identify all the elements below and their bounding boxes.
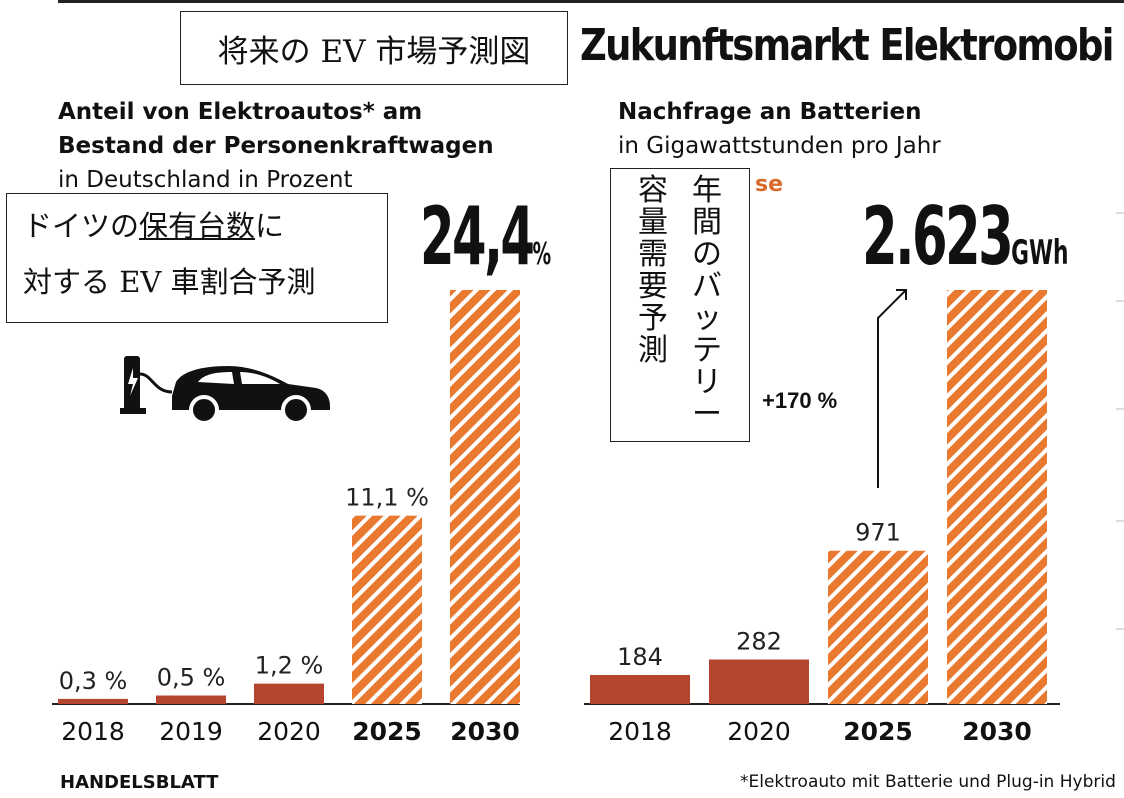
chart-bar-2019 <box>156 695 226 704</box>
jp-right-col1: 年 間 の バ ッ テ リ ー <box>692 173 722 432</box>
left-highlight-unit: % <box>532 237 552 272</box>
chart-data-label: 0,3 % <box>59 667 128 695</box>
jp-left-line1-pre: ドイツの <box>23 209 140 243</box>
chart-bar-2020 <box>254 683 324 704</box>
edge-tick <box>1116 520 1124 522</box>
chart-tick-label: 2020 <box>257 717 321 746</box>
chart-bar-2018 <box>58 698 128 704</box>
right-chart-partial-label: se <box>755 172 784 197</box>
jp-left-annotation-box: ドイツの保有台数に 対する EV 車割合予測 <box>6 193 388 323</box>
jp-right-col2: 容 量 需 要 予 測 <box>638 173 668 368</box>
chart-tick-label: 2018 <box>608 717 672 746</box>
chart-tick-label: 2018 <box>61 717 125 746</box>
left-chart-title-line2: Bestand der Personenkraftwagen <box>58 133 494 159</box>
chart-tick-label: 2025 <box>352 717 422 746</box>
chart-data-label: 282 <box>736 627 782 655</box>
left-chart-highlight: 24,4% <box>420 190 551 283</box>
jp-title: 将来の EV 市場予測図 <box>217 33 531 70</box>
right-chart-heading: Nachfrage an Batterien in Gigawattstunde… <box>618 95 941 163</box>
footer-source: HANDELSBLATT <box>60 772 219 793</box>
main-title: Zukunftsmarkt Elektromobi <box>580 20 1114 71</box>
jp-left-line1: ドイツの保有台数に <box>23 198 387 254</box>
chart-tick-label: 2025 <box>843 717 913 746</box>
chart-data-label: 11,1 % <box>345 484 429 512</box>
chart-tick-label: 2019 <box>159 717 223 746</box>
ev-car-charging-icon <box>120 356 330 425</box>
jp-title-box: 将来の EV 市場予測図 <box>180 11 568 85</box>
left-highlight-value: 24,4 <box>420 190 535 283</box>
right-chart-subtitle: in Gigawattstunden pro Jahr <box>618 133 941 159</box>
chart-bar-2025 <box>352 515 422 704</box>
chart-bar-2025 <box>828 550 928 704</box>
chart-data-label: 0,5 % <box>157 664 226 692</box>
chart-bar-2018 <box>590 674 690 704</box>
chart-tick-label: 2020 <box>727 717 791 746</box>
top-rule <box>58 0 1124 3</box>
right-highlight-value: 2.623 <box>862 190 1014 283</box>
chart-bar-2030 <box>947 290 1047 704</box>
jp-left-line1-post: に <box>255 209 285 243</box>
right-chart-bars: 184 2018 282 2020 971 2025 2030 <box>584 290 1060 746</box>
jp-right-annotation-box: 年 間 の バ ッ テ リ ー 容 量 需 要 予 測 <box>610 168 750 442</box>
growth-label: +170 % <box>762 388 837 413</box>
left-chart-bars: 0,3 % 2018 0,5 % 2019 1,2 % 2020 11,1 % 2025 203… <box>52 290 520 746</box>
edge-tick <box>1116 212 1124 214</box>
chart-bar-2020 <box>709 659 809 704</box>
edge-tick <box>1116 628 1124 630</box>
chart-data-label: 184 <box>617 643 663 671</box>
chart-data-label: 1,2 % <box>255 652 324 680</box>
chart-data-label: 971 <box>855 519 901 547</box>
jp-left-line1-underlined: 保有台数 <box>139 209 256 243</box>
chart-tick-label: 2030 <box>450 717 520 746</box>
growth-arrow <box>877 289 907 488</box>
chart-bar-2030 <box>450 290 520 704</box>
footer-footnote: *Elektroauto mit Batterie und Plug-in Hy… <box>740 772 1116 792</box>
chart-tick-label: 2030 <box>962 717 1032 746</box>
right-chart-title: Nachfrage an Batterien <box>618 99 922 125</box>
jp-left-line2: 対する EV 車割合予測 <box>23 265 316 299</box>
right-chart-highlight: 2.623GWh <box>862 190 1069 283</box>
edge-tick <box>1116 300 1124 302</box>
left-chart-heading: Anteil von Elektroautos* am Bestand der … <box>58 95 494 197</box>
left-chart-subtitle: in Deutschland in Prozent <box>58 167 353 193</box>
left-chart-title-line1: Anteil von Elektroautos* am <box>58 99 423 125</box>
right-highlight-unit: GWh <box>1011 233 1069 273</box>
edge-tick <box>1116 408 1124 410</box>
